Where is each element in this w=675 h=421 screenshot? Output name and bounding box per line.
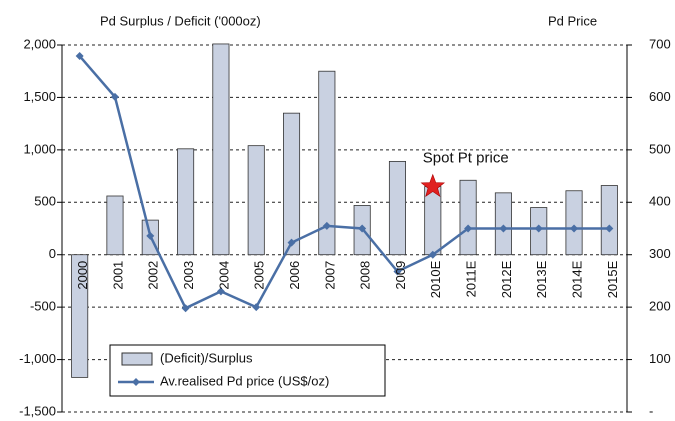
price-marker bbox=[534, 224, 543, 233]
y2-tick-label: 600 bbox=[649, 89, 671, 104]
price-marker bbox=[358, 224, 367, 233]
price-line bbox=[78, 55, 610, 310]
y-tick-label: 2,000 bbox=[23, 36, 56, 51]
x-tick-label: 2001 bbox=[110, 261, 125, 290]
price-marker bbox=[75, 52, 84, 61]
y-tick-label: 0 bbox=[49, 246, 56, 261]
x-tick-label: 2005 bbox=[252, 261, 267, 290]
x-tick-label: 2010E bbox=[428, 260, 443, 298]
y2-tick-label: 300 bbox=[649, 246, 671, 261]
bar bbox=[318, 70, 336, 256]
x-tick-label: 2007 bbox=[322, 261, 337, 290]
bar bbox=[212, 43, 230, 256]
bar bbox=[600, 185, 618, 256]
bar bbox=[459, 179, 477, 256]
price-marker bbox=[393, 267, 402, 276]
x-tick-label: 2014E bbox=[569, 260, 584, 298]
bar bbox=[106, 195, 124, 256]
price-marker bbox=[499, 224, 508, 233]
x-tick-label: 2015E bbox=[605, 260, 620, 298]
y-tick-label: -1,500 bbox=[19, 403, 56, 418]
y-tick-label: -1,000 bbox=[19, 351, 56, 366]
price-marker bbox=[287, 238, 296, 247]
y2-tick-label: 100 bbox=[649, 351, 671, 366]
bar bbox=[71, 254, 89, 378]
annotation-text: Spot Pt price bbox=[423, 150, 509, 167]
x-tick-label: 2013E bbox=[534, 260, 549, 298]
y2-tick-label: 200 bbox=[649, 299, 671, 314]
price-marker bbox=[605, 224, 614, 233]
x-tick-label: 2004 bbox=[216, 261, 231, 290]
y2-title: Pd Price bbox=[548, 13, 597, 28]
x-tick-label: 2009 bbox=[393, 261, 408, 290]
y-tick-label: 500 bbox=[34, 194, 56, 209]
price-marker bbox=[146, 231, 155, 240]
y-tick-label: 1,500 bbox=[23, 89, 56, 104]
bar bbox=[177, 148, 195, 256]
price-marker bbox=[252, 303, 261, 312]
y2-tick-label: 700 bbox=[649, 36, 671, 51]
legend-label: (Deficit)/Surplus bbox=[160, 350, 253, 365]
legend-marker bbox=[132, 378, 140, 386]
bar bbox=[247, 145, 265, 256]
annotation-star bbox=[420, 173, 446, 197]
price-marker bbox=[464, 224, 473, 233]
y-tick-label: 1,000 bbox=[23, 141, 56, 156]
x-tick-label: 2002 bbox=[146, 261, 161, 290]
bar bbox=[494, 192, 512, 256]
price-marker bbox=[110, 92, 119, 101]
x-tick-label: 2000 bbox=[75, 261, 90, 290]
price-marker bbox=[428, 250, 437, 259]
chart-title: Pd Surplus / Deficit ('000oz) bbox=[100, 13, 261, 28]
y2-tick-label: 400 bbox=[649, 194, 671, 209]
bar bbox=[388, 160, 406, 256]
legend-label: Av.realised Pd price (US$/oz) bbox=[160, 373, 329, 388]
legend-box bbox=[109, 344, 386, 397]
bar bbox=[424, 186, 442, 256]
x-tick-label: 2006 bbox=[287, 261, 302, 290]
price-marker bbox=[181, 304, 190, 313]
y-tick-label: -500 bbox=[30, 299, 56, 314]
legend: (Deficit)/Surplus Av.realised Pd price (U… bbox=[109, 344, 386, 397]
x-tick-label: 2012E bbox=[499, 260, 514, 298]
price-marker bbox=[322, 221, 331, 230]
x-tick-label: 2008 bbox=[358, 261, 373, 290]
bar bbox=[565, 190, 583, 256]
y2-tick-label: - bbox=[649, 403, 653, 418]
x-tick-label: 2003 bbox=[181, 261, 196, 290]
x-tick-label: 2011E bbox=[464, 260, 479, 297]
legend-swatch bbox=[121, 352, 153, 366]
y2-tick-label: 500 bbox=[649, 141, 671, 156]
price-marker bbox=[570, 224, 579, 233]
price-marker bbox=[216, 287, 225, 296]
bar bbox=[283, 112, 301, 256]
